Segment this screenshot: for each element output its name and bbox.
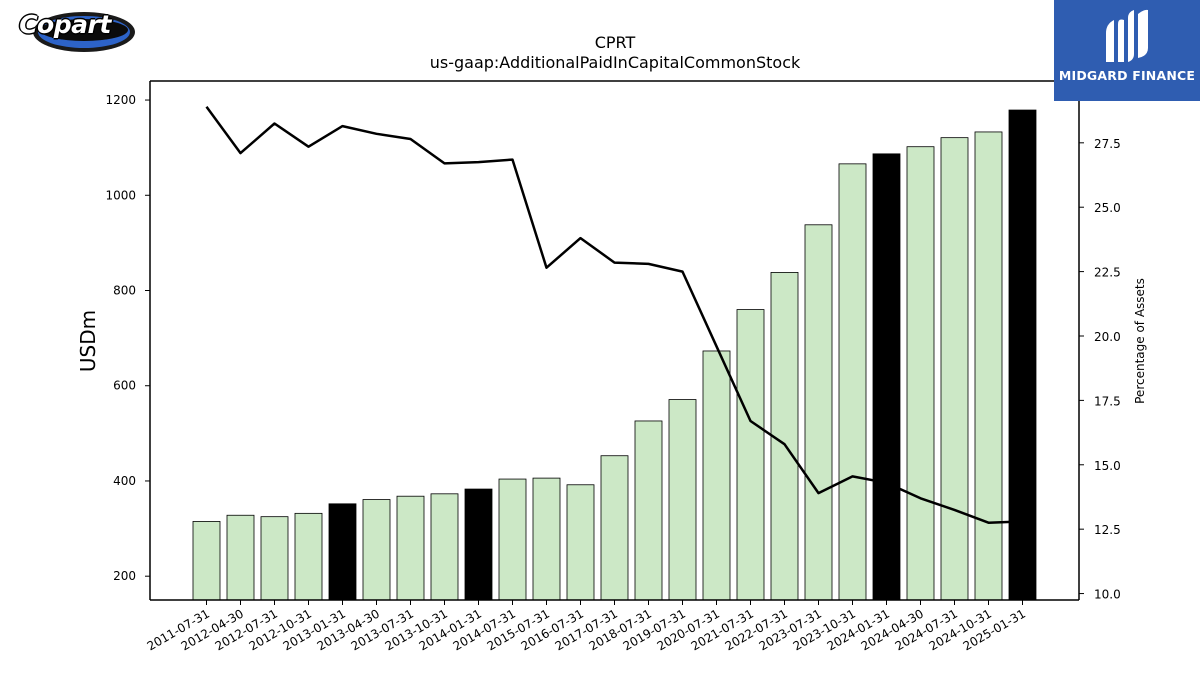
y2-tick-label: 15.0 [1094, 459, 1121, 473]
line-pct-assets [205, 106, 1023, 524]
bar-2011-07-31 [192, 521, 221, 601]
bar-2024-10-31 [974, 131, 1003, 601]
y2-tick-label: 12.5 [1094, 523, 1121, 537]
y2-tick-label: 10.0 [1094, 588, 1121, 602]
copart-logo-text: Copart [19, 10, 111, 39]
bar-2024-07-31 [940, 137, 969, 601]
y2-tick-label: 27.5 [1094, 137, 1121, 151]
bar-2016-07-31 [566, 484, 595, 601]
bar-2019-07-31 [668, 399, 697, 601]
midgard-finance-logo: MIDGARD FINANCE [1054, 0, 1200, 101]
y2-axis-label: Percentage of Assets [1133, 278, 1147, 404]
bar-2022-07-31 [770, 272, 799, 601]
bar-2024-04-30 [906, 146, 935, 601]
y-tick-label: 1200 [105, 93, 136, 107]
bar-2024-01-31 [872, 153, 901, 601]
y-tick-label: 1000 [105, 188, 136, 202]
bar-2013-01-31 [328, 503, 357, 601]
chart-subtitle: us-gaap:AdditionalPaidInCapitalCommonSto… [430, 53, 801, 72]
y-tick-label: 800 [113, 284, 136, 298]
bar-2012-10-31 [294, 512, 323, 601]
copart-logo-emblem [33, 12, 135, 52]
bar-2012-04-30 [226, 514, 255, 601]
bar-2012-07-31 [260, 516, 289, 601]
chart-title: CPRT [595, 33, 636, 52]
y2-tick-label: 17.5 [1094, 394, 1121, 408]
bars-layer [192, 109, 1037, 601]
midgard-logo-mark [1106, 9, 1148, 62]
bar-2025-01-31 [1008, 109, 1037, 601]
y-axis-label: USDm [76, 310, 100, 372]
bar-2013-07-31 [396, 495, 425, 601]
bar-2023-07-31 [804, 224, 833, 601]
y-tick-label: 200 [113, 569, 136, 583]
bar-2015-07-31 [532, 477, 561, 601]
midgard-logo-text: MIDGARD FINANCE [1058, 68, 1196, 83]
bar-2020-07-31 [702, 350, 731, 601]
bar-2013-04-30 [362, 499, 391, 601]
line-layer [205, 106, 1023, 524]
bar-2017-07-31 [600, 455, 629, 601]
y2-tick-label: 22.5 [1094, 266, 1121, 280]
y2-tick-label: 20.0 [1094, 330, 1121, 344]
bar-2021-07-31 [736, 309, 765, 601]
copart-logo: Copart [4, 4, 136, 54]
bar-2014-07-31 [498, 478, 527, 601]
bar-2013-10-31 [430, 493, 459, 601]
bar-2023-10-31 [838, 163, 867, 601]
y2-tick-label: 25.0 [1094, 201, 1121, 215]
y-tick-label: 400 [113, 474, 136, 488]
bar-2018-07-31 [634, 420, 663, 601]
bar-2014-01-31 [464, 488, 493, 601]
y-tick-label: 600 [113, 379, 136, 393]
